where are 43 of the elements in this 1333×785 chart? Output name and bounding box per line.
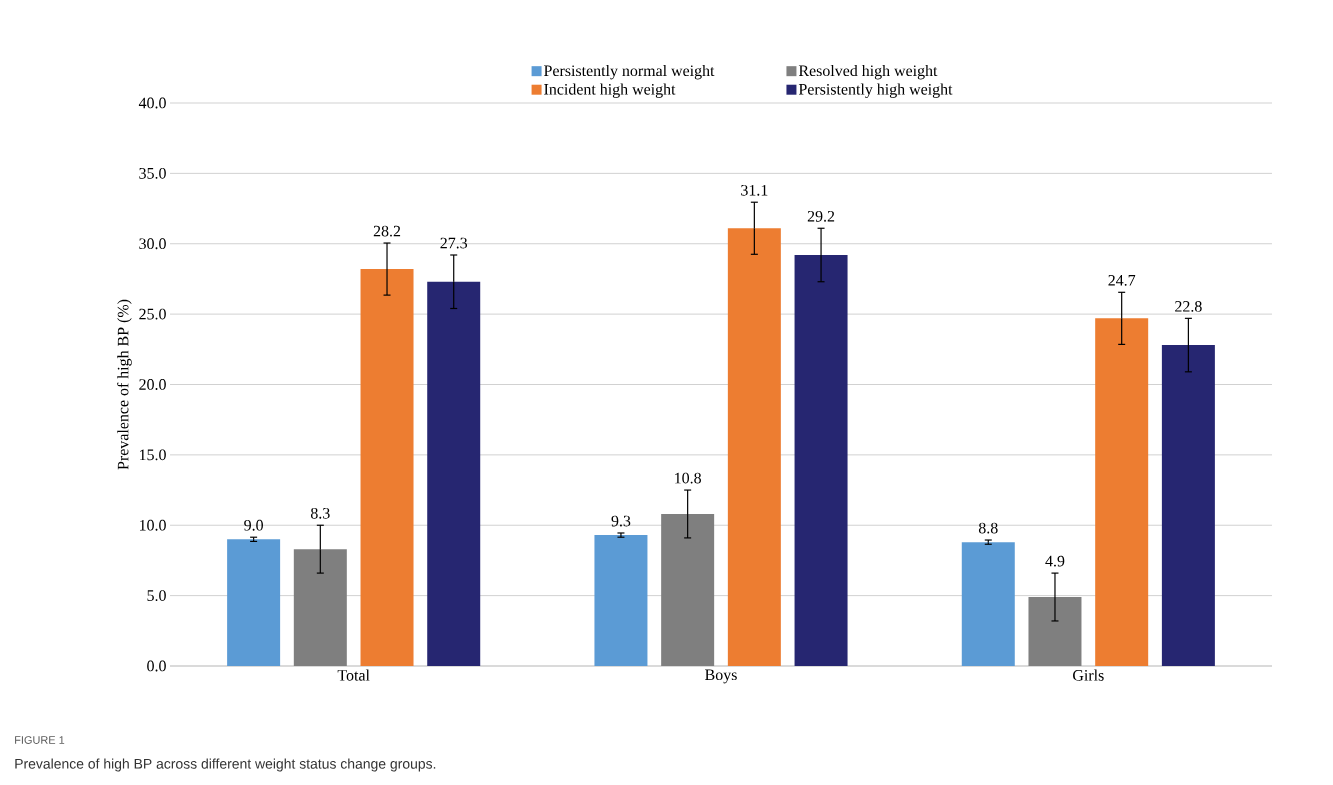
y-tick-label: 40.0 <box>138 97 166 109</box>
data-label: 27.3 <box>440 237 468 249</box>
bar <box>794 255 848 666</box>
bar <box>1095 318 1149 666</box>
data-label: 10.8 <box>675 472 701 484</box>
caption: FIGURE 1 <box>15 736 65 744</box>
y-tick-label: 0.0 <box>147 660 166 672</box>
data-label: 9.3 <box>611 515 631 527</box>
y-axis-title: Prevalence of high BP (%) <box>117 299 132 470</box>
data-label: 31.1 <box>741 184 768 196</box>
data-label: 4.9 <box>1045 555 1065 567</box>
text: Prevalence of high BP across different weight status change groups. <box>15 758 436 772</box>
data-label: 8.3 <box>310 507 330 519</box>
y-tick-label: 20.0 <box>139 379 166 390</box>
bar <box>661 513 715 666</box>
bar <box>594 535 648 666</box>
y-tick-label: 30.0 <box>139 238 166 250</box>
data-label: 22.8 <box>1175 301 1202 312</box>
y-tick-label: 5.0 <box>147 590 166 602</box>
y-tick-label: 10.0 <box>140 519 166 531</box>
y-tick-label: 15.0 <box>140 449 166 461</box>
bar <box>1028 597 1082 666</box>
data-label: 8.8 <box>978 522 998 534</box>
bar <box>727 228 781 666</box>
x-tick-label: Boys <box>705 669 737 684</box>
y-tick-label: 35.0 <box>139 167 166 179</box>
data-label: 28.2 <box>373 225 401 237</box>
bar <box>427 281 481 666</box>
bar <box>961 542 1015 666</box>
bar <box>1161 345 1215 666</box>
legend-label: Incident high weight <box>544 83 676 98</box>
data-label: 29.2 <box>807 210 835 222</box>
legend-label: Persistently high weight <box>798 83 953 98</box>
bar <box>293 549 347 666</box>
x-tick-label: Girls <box>1073 669 1104 681</box>
legend-label: Persistently normal weight <box>544 64 715 80</box>
bar <box>360 269 414 666</box>
y-tick-label: 25.0 <box>139 308 166 320</box>
bar <box>227 539 281 666</box>
legend-label: Resolved high weight <box>798 64 938 80</box>
x-tick-label: Total <box>337 669 370 681</box>
data-label: 24.7 <box>1108 275 1136 286</box>
data-label: 9.0 <box>244 519 263 531</box>
